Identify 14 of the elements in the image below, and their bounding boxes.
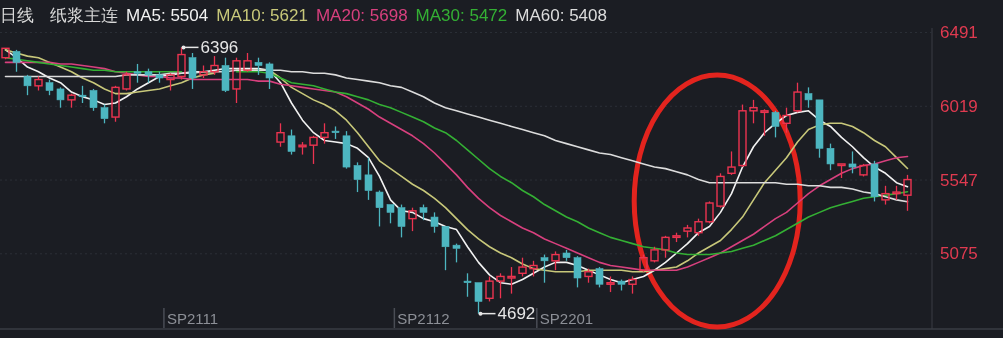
x-tick-label: SP2112 bbox=[397, 310, 450, 327]
chart-subtitle: 纸浆主连 bbox=[50, 5, 118, 25]
x-tick-label: SP2201 bbox=[539, 310, 594, 327]
y-tick-label: 5075 bbox=[940, 244, 978, 264]
annotation: 4692 bbox=[478, 304, 536, 324]
annotation: 4692 bbox=[497, 304, 536, 324]
y-tick-label: 5547 bbox=[940, 170, 978, 190]
chart-title: 日线 bbox=[0, 5, 34, 25]
y-tick-label: 6019 bbox=[940, 96, 978, 116]
y-tick-label: 6491 bbox=[940, 23, 978, 43]
annotation: 6396 bbox=[181, 37, 239, 57]
annotation: 6396 bbox=[200, 37, 239, 57]
legend: MA5: 5504 MA10: 5621 MA20: 5698 MA30: 5472 MA60: 5408 bbox=[126, 5, 607, 25]
x-tick-label: SP2111 bbox=[166, 310, 219, 327]
